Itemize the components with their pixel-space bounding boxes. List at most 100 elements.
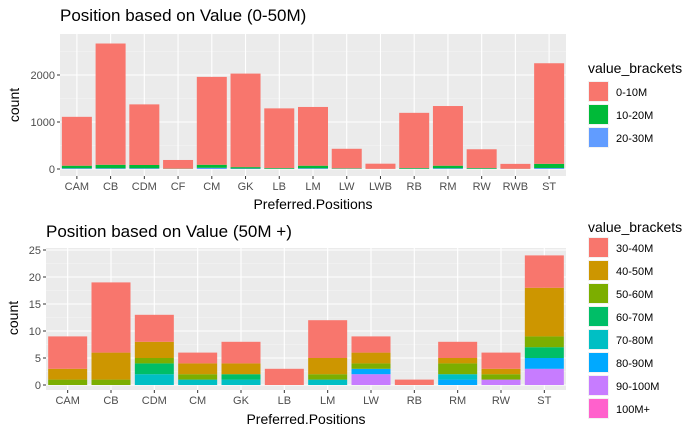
bar-segment-rb-0-10m bbox=[399, 112, 430, 169]
bar-segment-lw-50-60m bbox=[351, 363, 391, 369]
bar-segment-cam-30-40m bbox=[48, 336, 88, 369]
x-tick-label: CAM bbox=[55, 395, 79, 407]
x-tick-label: RB bbox=[407, 181, 422, 193]
bar-segment-rw-90-100m bbox=[481, 379, 521, 385]
legend-swatch bbox=[589, 261, 608, 280]
x-tick-label: LM bbox=[305, 181, 320, 193]
legend-label: 20-30M bbox=[616, 133, 653, 145]
x-tick-label: LB bbox=[278, 395, 291, 407]
bar-segment-gk-30-40m bbox=[221, 341, 261, 364]
chart-top: Position based on Value (0-50M) 0 1000 200… bbox=[6, 6, 682, 212]
chart-bottom-y-label: count bbox=[5, 301, 21, 335]
bar-segment-rm-30-40m bbox=[438, 341, 478, 358]
chart-top-legend-title: value_brackets bbox=[588, 60, 682, 76]
legend-swatch bbox=[589, 105, 608, 124]
x-tick-label: RW bbox=[473, 181, 492, 193]
chart-top-legend: 0-10M 10-20M 20-30M bbox=[588, 81, 653, 148]
chart-top-title: Position based on Value (0-50M) bbox=[60, 6, 306, 25]
y-tick-label: 1000 bbox=[31, 117, 55, 129]
legend-swatch bbox=[589, 284, 608, 303]
bar-segment-cam-40-50m bbox=[48, 368, 88, 380]
bar-segment-gk-70-80m bbox=[221, 379, 261, 385]
bar-segment-cm-70-80m bbox=[178, 379, 218, 385]
y-tick-label: 10 bbox=[29, 326, 41, 338]
bar-segment-rw-10-20m bbox=[466, 168, 497, 169]
bar-segment-cdm-50-60m bbox=[134, 358, 174, 364]
x-tick-label: CDM bbox=[142, 395, 167, 407]
x-tick-label: LB bbox=[273, 181, 286, 193]
legend-label: 40-50M bbox=[616, 266, 653, 278]
chart-bottom: Position based on Value (50M +) 0 5 10 15 20… bbox=[5, 219, 682, 427]
y-tick-label: 0 bbox=[35, 380, 41, 392]
x-tick-label: RB bbox=[407, 395, 422, 407]
bar-segment-cm-20-30m bbox=[196, 167, 227, 169]
x-tick-label: CB bbox=[103, 395, 118, 407]
legend-label: 60-70M bbox=[616, 312, 653, 324]
legend-swatch bbox=[589, 82, 608, 101]
bar-segment-st-0-10m bbox=[534, 63, 565, 164]
x-tick-label: CB bbox=[103, 181, 118, 193]
bar-segment-rm-10-20m bbox=[432, 165, 463, 169]
bar-segment-st-30-40m bbox=[524, 255, 564, 288]
bar-segment-cf-0-10m bbox=[163, 159, 194, 169]
bar-segment-rm-40-50m bbox=[438, 358, 478, 364]
bar-segment-lb-10-20m bbox=[264, 168, 295, 169]
bar-segment-cb-10-20m bbox=[95, 164, 126, 169]
bar-segment-cb-0-10m bbox=[95, 43, 126, 165]
bar-segment-cm-50-60m bbox=[178, 374, 218, 380]
bar-segment-cdm-40-50m bbox=[134, 341, 174, 358]
bar-segment-lm-20-30m bbox=[298, 168, 328, 169]
bar-segment-lw-40-50m bbox=[351, 352, 391, 364]
legend-label: 100M+ bbox=[616, 404, 650, 416]
bar-segment-cdm-0-10m bbox=[129, 104, 160, 166]
chart-bottom-panel bbox=[46, 248, 566, 390]
legend-label: 80-90M bbox=[616, 358, 653, 370]
chart-bottom-title: Position based on Value (50M +) bbox=[46, 222, 292, 241]
legend-swatch bbox=[589, 353, 608, 372]
bar-segment-lm-30-40m bbox=[308, 320, 348, 358]
bar-segment-st-40-50m bbox=[524, 287, 564, 337]
bar-segment-lm-0-10m bbox=[298, 106, 328, 166]
chart-top-x-ticks: CAM CB CDM CF CM GK LB LM LW LWB RB RM RW RWB ST bbox=[65, 176, 556, 193]
legend-label: 90-100M bbox=[616, 381, 659, 393]
chart-bottom-x-ticks: CAM CB CDM CM GK LB LM LW RB RM RW ST bbox=[55, 390, 552, 407]
y-tick-label: 0 bbox=[49, 164, 55, 176]
bar-segment-st-90-100m bbox=[524, 368, 564, 385]
x-tick-label: ST bbox=[542, 181, 556, 193]
bar-segment-rm-20-30m bbox=[432, 168, 463, 169]
bar-segment-cm-0-10m bbox=[196, 76, 227, 165]
bar-segment-rwb-0-10m bbox=[500, 163, 531, 169]
bar-segment-cdm-60-70m bbox=[134, 363, 174, 375]
legend-swatch bbox=[589, 238, 608, 257]
x-tick-label: LWB bbox=[369, 181, 392, 193]
bar-segment-st-60-70m bbox=[524, 347, 564, 358]
bar-segment-st-50-60m bbox=[524, 336, 564, 348]
x-tick-label: RM bbox=[449, 395, 466, 407]
bar-segment-lw-30-40m bbox=[351, 336, 391, 353]
bar-segment-cam-20-30m bbox=[61, 168, 92, 169]
x-tick-label: GK bbox=[238, 181, 255, 193]
bar-segment-lb-0-10m bbox=[264, 108, 295, 169]
x-tick-label: CF bbox=[171, 181, 186, 193]
bar-segment-cm-40-50m bbox=[178, 363, 218, 375]
chart-bottom-x-label: Preferred.Positions bbox=[246, 411, 365, 427]
chart-bottom-legend: 30-40M 40-50M 50-60M 60-70M 70-80M 80-90M 90-1… bbox=[588, 237, 659, 419]
bar-segment-lm-10-20m bbox=[298, 165, 328, 169]
bar-segment-rw-40-50m bbox=[481, 368, 521, 375]
legend-label: 0-10M bbox=[616, 87, 647, 99]
bar-segment-cb-40-50m bbox=[91, 352, 131, 380]
x-tick-label: CM bbox=[189, 395, 206, 407]
bar-segment-lwb-0-10m bbox=[365, 163, 396, 169]
bar-segment-cdm-30-40m bbox=[134, 314, 174, 342]
bar-segment-st-20-30m bbox=[534, 168, 565, 169]
bar-segment-st-80-90m bbox=[524, 358, 564, 369]
bar-segment-lm-40-50m bbox=[308, 358, 348, 375]
bar-segment-lb-30-40m bbox=[264, 368, 304, 385]
legend-swatch bbox=[589, 376, 608, 395]
bar-segment-cam-10-20m bbox=[61, 165, 92, 169]
x-tick-label: ST bbox=[537, 395, 551, 407]
bar-segment-rm-50-60m bbox=[438, 363, 478, 375]
bar-segment-rm-80-90m bbox=[438, 379, 478, 385]
bar-segment-cdm-70-80m bbox=[134, 374, 174, 385]
bar-segment-cdm-10-20m bbox=[129, 165, 160, 169]
